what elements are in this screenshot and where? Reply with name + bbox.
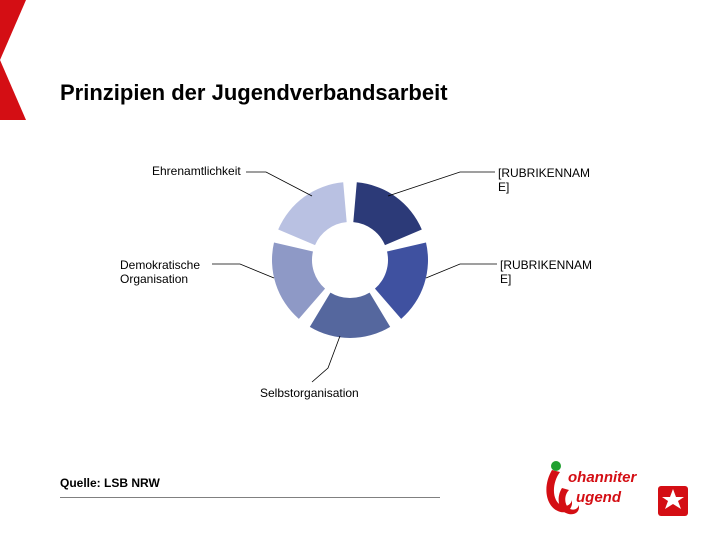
doughnut-segment — [278, 182, 346, 245]
doughnut-segment — [353, 182, 421, 245]
footer-rule — [60, 497, 440, 498]
doughnut-segment — [375, 242, 428, 318]
segment-label: [RUBRIKENNAM E] — [500, 258, 592, 287]
doughnut — [260, 170, 440, 350]
segment-label: Selbstorganisation — [260, 386, 359, 400]
segment-label: Ehrenamtlichkeit — [152, 164, 241, 178]
segment-label: [RUBRIKENNAM E] — [498, 166, 590, 195]
accent-bar — [0, 0, 26, 120]
page-title: Prinzipien der Jugendverbandsarbeit — [60, 80, 448, 106]
doughnut-chart: [RUBRIKENNAM E] [RUBRIKENNAM E] Selbstorga… — [60, 130, 660, 450]
source-label: Quelle: LSB NRW — [60, 476, 160, 490]
segment-label: Demokratische Organisation — [120, 258, 200, 287]
logo-text-bottom: ugend — [576, 489, 622, 506]
doughnut-segment — [272, 242, 325, 318]
logo-dot-icon — [551, 461, 561, 471]
logo-text-top: ohanniter — [568, 469, 637, 486]
doughnut-segment — [310, 293, 390, 338]
johanniter-jugend-logo: ohanniter ugend — [540, 460, 690, 520]
